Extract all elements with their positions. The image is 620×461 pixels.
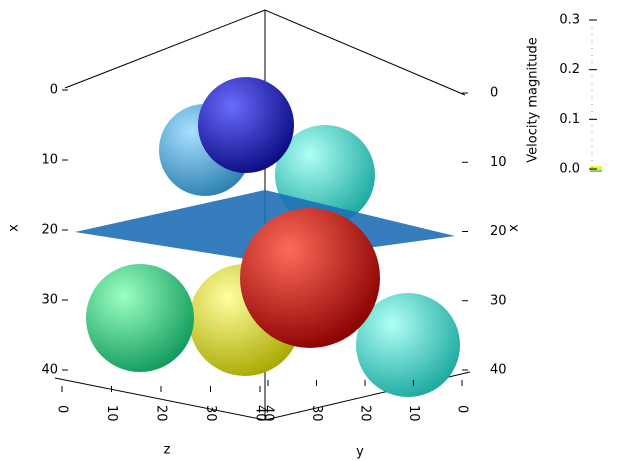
z-tick-label: 40 [253, 405, 268, 422]
colorbar-tick-label: 0.3 [559, 13, 580, 28]
y-tick-label: 10 [406, 405, 421, 422]
x-tick-label: 10 [490, 155, 507, 170]
x-tick-label: 40 [490, 363, 507, 378]
x-tick-label: 20 [490, 224, 507, 239]
axis-title: x [7, 224, 22, 232]
z-tick-label: 20 [154, 405, 169, 422]
y-tick-label: 30 [309, 405, 324, 422]
sphere [86, 264, 194, 372]
axis-title: x [507, 224, 522, 232]
colorbar-tick-label: 0.1 [559, 112, 580, 127]
colorbar-title: Velocity magnitude [526, 37, 541, 162]
y-tick-label: 0 [455, 405, 470, 413]
y-tick-label: 40 [261, 405, 276, 422]
x-tick-label: 0 [50, 83, 58, 98]
x-tick-label: 40 [41, 363, 58, 378]
colorbar-tick-label: 0.0 [559, 162, 580, 177]
scene [54, 9, 602, 421]
z-tick-label: 0 [55, 405, 70, 413]
x-tick-label: 30 [490, 293, 507, 308]
x-tick-label: 10 [41, 153, 58, 168]
x-tick-label: 30 [41, 293, 58, 308]
z-tick-label: 10 [104, 405, 119, 422]
sphere [240, 208, 380, 348]
axis-title: y [356, 445, 364, 460]
y-tick-label: 20 [358, 405, 373, 422]
sphere [198, 77, 294, 173]
z-tick-label: 30 [203, 405, 218, 422]
colorbar-tick-label: 0.2 [559, 62, 580, 77]
x-tick-label: 0 [490, 86, 498, 101]
x-tick-label: 20 [41, 223, 58, 238]
axis-title: z [164, 443, 171, 458]
sphere [356, 293, 460, 397]
